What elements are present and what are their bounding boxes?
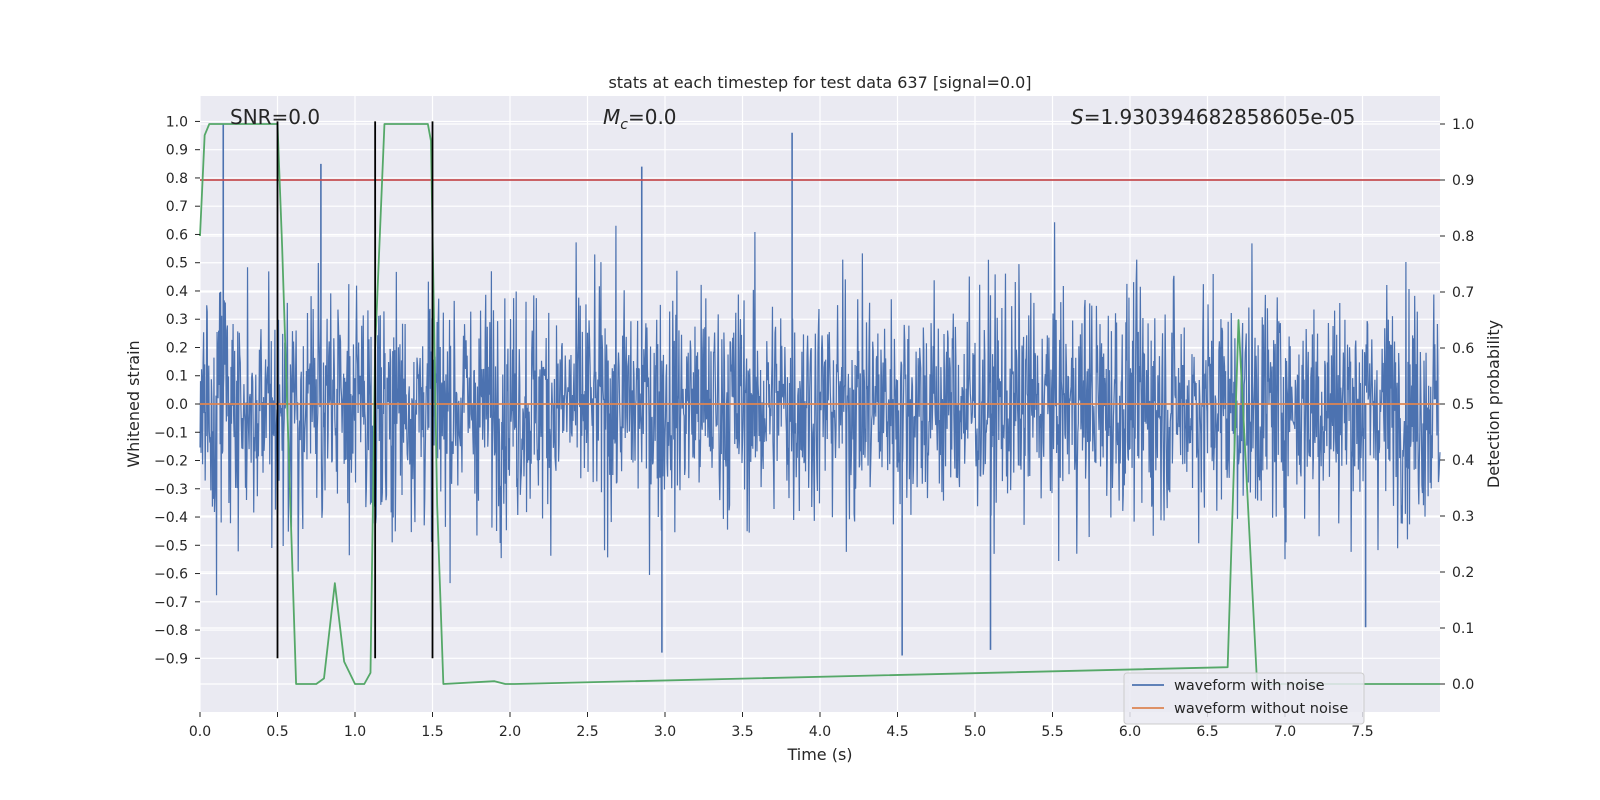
y2-axis-ticks: 1.0 0.9 0.8 0.7 0.6 0.5 0.4 0.3 0.2 0.1 0.0 — [1440, 117, 1474, 693]
y2-tick-label: 0.9 — [1452, 173, 1474, 189]
x-tick-label: 5.5 — [1041, 724, 1063, 740]
chart-title: stats at each timestep for test data 637… — [608, 73, 1031, 92]
x-tick-label: 2.0 — [499, 724, 521, 740]
waveform-with-noise-series — [199, 124, 1441, 656]
y-tick-label: 0.6 — [166, 227, 188, 243]
y2-tick-label: 0.6 — [1452, 341, 1474, 357]
y-tick-label: −0.7 — [154, 595, 188, 611]
y-tick-label: −0.5 — [154, 538, 188, 554]
y-tick-label: 0.0 — [166, 397, 188, 413]
y-tick-label: 0.5 — [166, 256, 188, 272]
y-tick-label: 0.7 — [166, 199, 188, 215]
x-axis-label: Time (s) — [786, 745, 852, 764]
x-tick-label: 7.0 — [1274, 724, 1296, 740]
y2-tick-label: 1.0 — [1452, 117, 1474, 133]
legend-box — [1123, 672, 1365, 725]
x-tick-label: 1.5 — [421, 724, 443, 740]
y-tick-label: 1.0 — [166, 114, 188, 130]
y-tick-label: −0.6 — [154, 567, 188, 583]
x-tick-label: 4.0 — [809, 724, 831, 740]
y-axis-label: Whitened strain — [124, 340, 143, 467]
legend-label-clean: waveform without noise — [1174, 701, 1348, 717]
x-tick-label: 3.0 — [654, 724, 676, 740]
y2-tick-label: 0.4 — [1452, 453, 1474, 469]
y2-tick-label: 0.0 — [1452, 677, 1474, 693]
y2-tick-label: 0.1 — [1452, 621, 1474, 637]
snr-annotation: SNR=0.0 — [230, 105, 320, 129]
detection-probability-line — [199, 123, 1440, 685]
x-tick-label: 4.5 — [886, 724, 908, 740]
y2-tick-label: 0.7 — [1452, 285, 1474, 301]
chirp-mass-value: =0.0 — [628, 105, 677, 129]
y-tick-label: 0.9 — [166, 143, 188, 159]
vertical-markers — [276, 121, 434, 659]
y2-tick-label: 0.5 — [1452, 397, 1474, 413]
y2-tick-label: 0.2 — [1452, 565, 1474, 581]
s-annotation: S=1.930394682858605e-05 — [1071, 105, 1355, 129]
x-tick-label: 0.5 — [266, 724, 288, 740]
y-tick-label: −0.1 — [154, 425, 188, 441]
x-tick-label: 2.5 — [576, 724, 598, 740]
x-tick-label: 1.0 — [344, 724, 366, 740]
y-tick-label: 0.1 — [166, 369, 188, 385]
legend: waveform with noise waveform without noi… — [1123, 672, 1365, 725]
noise-waveform-line — [199, 222, 1441, 596]
y2-tick-label: 0.3 — [1452, 509, 1474, 525]
y-tick-label: −0.3 — [154, 482, 188, 498]
x-axis-ticks: 0.0 0.5 1.0 1.5 2.0 2.5 3.0 3.5 4.0 4.5 5.0 5.5 6.0 6… — [189, 712, 1374, 740]
chirp-mass-symbol: M — [603, 105, 620, 129]
y-tick-label: −0.2 — [154, 454, 188, 470]
y-tick-label: 0.8 — [166, 171, 188, 187]
x-tick-label: 3.5 — [731, 724, 753, 740]
legend-label-noise: waveform with noise — [1174, 678, 1325, 694]
x-tick-label: 6.0 — [1119, 724, 1141, 740]
y-tick-label: −0.8 — [154, 623, 188, 639]
y2-tick-label: 0.8 — [1452, 229, 1474, 245]
y2-axis-label: Detection probability — [1484, 320, 1503, 488]
line-series — [199, 123, 1440, 685]
y-tick-label: 0.4 — [166, 284, 188, 300]
x-tick-label: 5.0 — [964, 724, 986, 740]
s-value: =1.930394682858605e-05 — [1084, 105, 1356, 129]
y-tick-label: −0.9 — [154, 651, 188, 667]
x-tick-label: 7.5 — [1351, 724, 1373, 740]
x-tick-label: 0.0 — [189, 724, 211, 740]
y-axis-ticks: 1.0 0.9 0.8 0.7 0.6 0.5 0.4 0.3 0.2 0.1 0.0 −0.1 −0.… — [154, 114, 200, 667]
y-tick-label: 0.2 — [166, 340, 188, 356]
chirp-mass-subscript: c — [620, 117, 628, 133]
y-tick-label: −0.4 — [154, 510, 188, 526]
x-tick-label: 6.5 — [1196, 724, 1218, 740]
chirp-mass-annotation: Mc=0.0 — [603, 105, 677, 133]
s-symbol: S — [1071, 105, 1084, 129]
y-tick-label: 0.3 — [166, 312, 188, 328]
